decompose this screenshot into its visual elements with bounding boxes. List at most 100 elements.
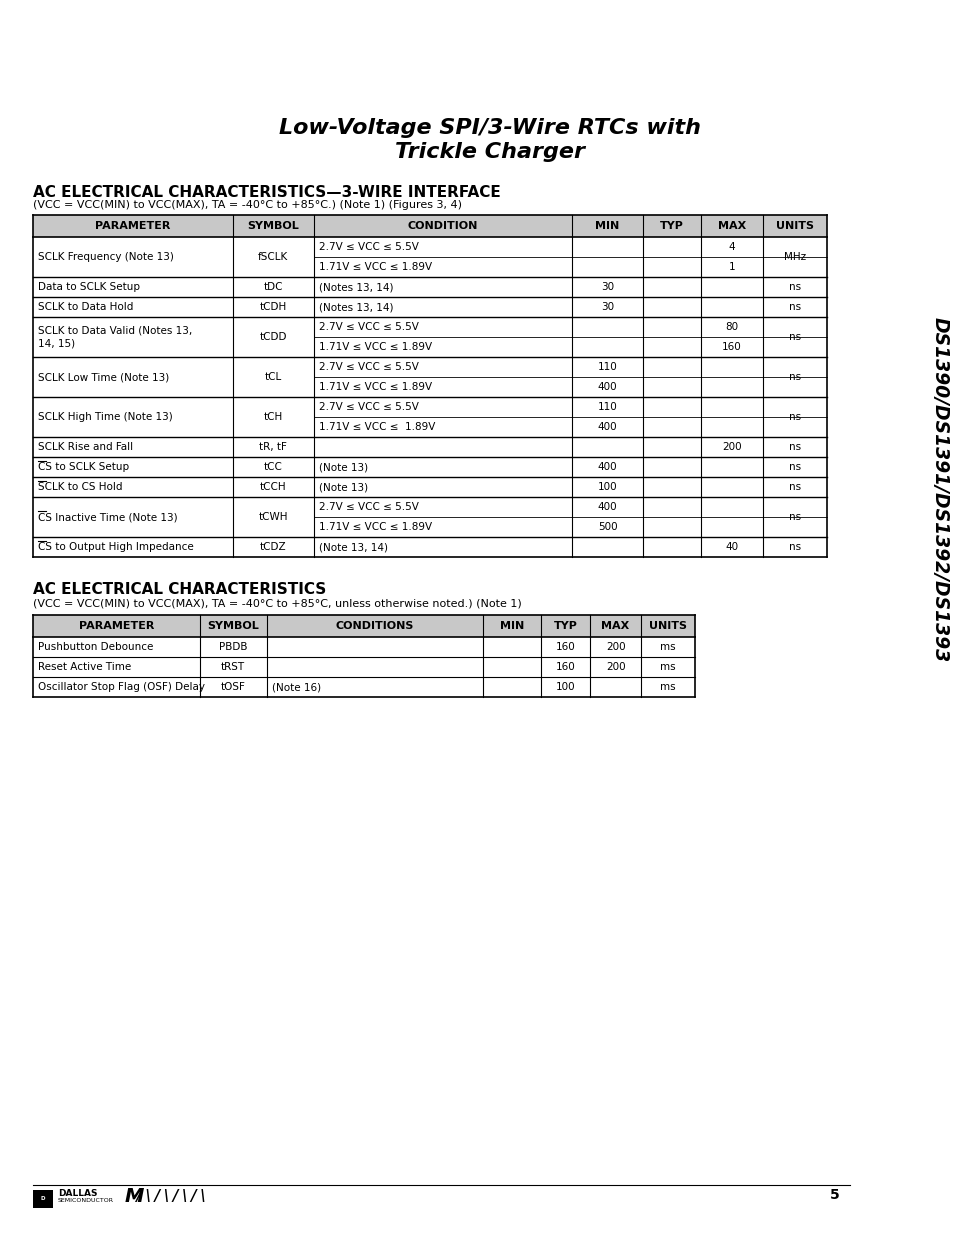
Text: tCH: tCH: [263, 412, 282, 422]
Text: ns: ns: [788, 482, 801, 492]
Text: tCDH: tCDH: [259, 303, 287, 312]
Text: PARAMETER: PARAMETER: [95, 221, 171, 231]
Text: 80: 80: [724, 322, 738, 332]
Text: CONDITION: CONDITION: [407, 221, 477, 231]
Text: ns: ns: [788, 282, 801, 291]
Text: SYMBOL: SYMBOL: [247, 221, 298, 231]
Text: MAX: MAX: [600, 621, 629, 631]
Text: SYMBOL: SYMBOL: [207, 621, 259, 631]
Text: Reset Active Time: Reset Active Time: [38, 662, 132, 672]
Text: Low-Voltage SPI/3-Wire RTCs with: Low-Voltage SPI/3-Wire RTCs with: [278, 119, 700, 138]
Text: 40: 40: [724, 542, 738, 552]
Text: 160: 160: [555, 642, 575, 652]
Text: 160: 160: [555, 662, 575, 672]
Text: tCL: tCL: [264, 372, 281, 382]
Text: 1: 1: [728, 262, 735, 272]
Text: 200: 200: [605, 642, 625, 652]
Text: tCC: tCC: [263, 462, 282, 472]
Text: SCLK Rise and Fall: SCLK Rise and Fall: [38, 442, 133, 452]
Text: CS to Output High Impedance: CS to Output High Impedance: [38, 542, 193, 552]
Bar: [33, 1191, 53, 1208]
Text: MAX: MAX: [717, 221, 745, 231]
Text: Data to SCLK Setup: Data to SCLK Setup: [38, 282, 140, 291]
Text: tCDZ: tCDZ: [259, 542, 286, 552]
Bar: [33, 215, 826, 237]
Text: SCLK to Data Hold: SCLK to Data Hold: [38, 303, 133, 312]
Bar: [33, 615, 695, 637]
Text: tR, tF: tR, tF: [259, 442, 287, 452]
Text: 2.7V ≤ VCC ≤ 5.5V: 2.7V ≤ VCC ≤ 5.5V: [318, 403, 418, 412]
Text: 500: 500: [598, 522, 617, 532]
Text: CS to SCLK Setup: CS to SCLK Setup: [38, 462, 129, 472]
Text: PBDB: PBDB: [219, 642, 247, 652]
Text: Pushbutton Debounce: Pushbutton Debounce: [38, 642, 153, 652]
Text: MIN: MIN: [595, 221, 619, 231]
Text: MIN: MIN: [499, 621, 523, 631]
Text: (Note 16): (Note 16): [272, 682, 321, 692]
Text: SCLK Low Time (Note 13): SCLK Low Time (Note 13): [38, 372, 169, 382]
Text: 100: 100: [556, 682, 575, 692]
Text: 110: 110: [597, 403, 617, 412]
Text: 4: 4: [728, 242, 735, 252]
Text: AC ELECTRICAL CHARACTERISTICS—3-WIRE INTERFACE: AC ELECTRICAL CHARACTERISTICS—3-WIRE INT…: [33, 185, 500, 200]
Text: (Notes 13, 14): (Notes 13, 14): [318, 303, 393, 312]
Text: 5: 5: [829, 1188, 840, 1202]
Text: 400: 400: [598, 462, 617, 472]
Text: SCLK to Data Valid (Notes 13,
14, 15): SCLK to Data Valid (Notes 13, 14, 15): [38, 326, 193, 348]
Text: CS Inactive Time (Note 13): CS Inactive Time (Note 13): [38, 513, 177, 522]
Text: D: D: [41, 1197, 45, 1202]
Text: ns: ns: [788, 442, 801, 452]
Text: (Note 13): (Note 13): [318, 482, 367, 492]
Text: ns: ns: [788, 513, 801, 522]
Text: tCCH: tCCH: [259, 482, 286, 492]
Text: CONDITIONS: CONDITIONS: [335, 621, 414, 631]
Text: 100: 100: [598, 482, 617, 492]
Text: 1.71V ≤ VCC ≤  1.89V: 1.71V ≤ VCC ≤ 1.89V: [318, 422, 435, 432]
Text: 400: 400: [598, 422, 617, 432]
Text: 2.7V ≤ VCC ≤ 5.5V: 2.7V ≤ VCC ≤ 5.5V: [318, 501, 418, 513]
Text: TYP: TYP: [659, 221, 683, 231]
Text: DS1390/DS1391/DS1392/DS1393: DS1390/DS1391/DS1392/DS1393: [929, 317, 948, 662]
Text: Oscillator Stop Flag (OSF) Delay: Oscillator Stop Flag (OSF) Delay: [38, 682, 205, 692]
Text: 400: 400: [598, 382, 617, 391]
Text: Trickle Charger: Trickle Charger: [395, 142, 584, 162]
Text: UNITS: UNITS: [649, 621, 686, 631]
Text: SCLK High Time (Note 13): SCLK High Time (Note 13): [38, 412, 172, 422]
Text: 30: 30: [600, 282, 614, 291]
Text: tDC: tDC: [263, 282, 283, 291]
Text: 400: 400: [598, 501, 617, 513]
Text: 110: 110: [597, 362, 617, 372]
Text: SEMICONDUCTOR: SEMICONDUCTOR: [58, 1198, 113, 1203]
Text: TYP: TYP: [553, 621, 577, 631]
Text: ms: ms: [659, 662, 676, 672]
Text: (Note 13): (Note 13): [318, 462, 367, 472]
Text: fSCLK: fSCLK: [257, 252, 288, 262]
Text: ms: ms: [659, 642, 676, 652]
Text: tOSF: tOSF: [220, 682, 246, 692]
Text: SCLK to CS Hold: SCLK to CS Hold: [38, 482, 122, 492]
Text: (VCC = VCC(MIN) to VCC(MAX), TA = -40°C to +85°C, unless otherwise noted.) (Note: (VCC = VCC(MIN) to VCC(MAX), TA = -40°C …: [33, 599, 521, 609]
Text: ns: ns: [788, 462, 801, 472]
Text: ns: ns: [788, 303, 801, 312]
Text: 1.71V ≤ VCC ≤ 1.89V: 1.71V ≤ VCC ≤ 1.89V: [318, 522, 431, 532]
Text: 160: 160: [721, 342, 740, 352]
Text: M: M: [125, 1188, 144, 1207]
Text: PARAMETER: PARAMETER: [78, 621, 153, 631]
Text: (VCC = VCC(MIN) to VCC(MAX), TA = -40°C to +85°C.) (Note 1) (Figures 3, 4): (VCC = VCC(MIN) to VCC(MAX), TA = -40°C …: [33, 200, 461, 210]
Text: /\/\/\/\: /\/\/\/\: [135, 1189, 208, 1204]
Text: 2.7V ≤ VCC ≤ 5.5V: 2.7V ≤ VCC ≤ 5.5V: [318, 362, 418, 372]
Text: ns: ns: [788, 372, 801, 382]
Text: ns: ns: [788, 332, 801, 342]
Text: 200: 200: [721, 442, 740, 452]
Text: 1.71V ≤ VCC ≤ 1.89V: 1.71V ≤ VCC ≤ 1.89V: [318, 262, 431, 272]
Text: tRST: tRST: [221, 662, 245, 672]
Text: AC ELECTRICAL CHARACTERISTICS: AC ELECTRICAL CHARACTERISTICS: [33, 582, 326, 597]
Text: 1.71V ≤ VCC ≤ 1.89V: 1.71V ≤ VCC ≤ 1.89V: [318, 342, 431, 352]
Text: DALLAS: DALLAS: [58, 1188, 97, 1198]
Text: 30: 30: [600, 303, 614, 312]
Text: MHz: MHz: [783, 252, 805, 262]
Text: 2.7V ≤ VCC ≤ 5.5V: 2.7V ≤ VCC ≤ 5.5V: [318, 242, 418, 252]
Text: SCLK Frequency (Note 13): SCLK Frequency (Note 13): [38, 252, 173, 262]
Text: ns: ns: [788, 542, 801, 552]
Text: tCWH: tCWH: [258, 513, 288, 522]
